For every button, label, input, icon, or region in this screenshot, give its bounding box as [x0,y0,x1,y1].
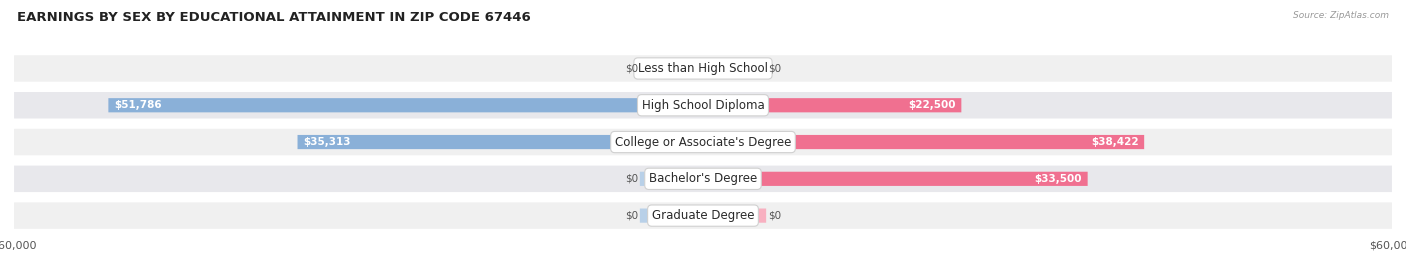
FancyBboxPatch shape [298,135,703,149]
Text: EARNINGS BY SEX BY EDUCATIONAL ATTAINMENT IN ZIP CODE 67446: EARNINGS BY SEX BY EDUCATIONAL ATTAINMEN… [17,11,530,24]
FancyBboxPatch shape [14,55,1392,82]
FancyBboxPatch shape [14,129,1392,155]
FancyBboxPatch shape [640,172,703,186]
FancyBboxPatch shape [14,202,1392,229]
Text: $0: $0 [624,211,638,221]
FancyBboxPatch shape [703,209,766,223]
FancyBboxPatch shape [640,61,703,76]
FancyBboxPatch shape [108,98,703,112]
Text: Less than High School: Less than High School [638,62,768,75]
Text: $0: $0 [768,211,782,221]
Text: $33,500: $33,500 [1035,174,1083,184]
Text: High School Diploma: High School Diploma [641,99,765,112]
Text: $35,313: $35,313 [304,137,350,147]
Text: $0: $0 [624,64,638,73]
FancyBboxPatch shape [14,166,1392,192]
FancyBboxPatch shape [703,98,962,112]
FancyBboxPatch shape [703,135,1144,149]
Text: $0: $0 [624,174,638,184]
Text: Bachelor's Degree: Bachelor's Degree [650,172,756,185]
FancyBboxPatch shape [640,209,703,223]
Text: $0: $0 [768,64,782,73]
FancyBboxPatch shape [14,92,1392,118]
Text: $38,422: $38,422 [1091,137,1139,147]
Text: $22,500: $22,500 [908,100,956,110]
Text: Graduate Degree: Graduate Degree [652,209,754,222]
Text: Source: ZipAtlas.com: Source: ZipAtlas.com [1294,11,1389,20]
Text: College or Associate's Degree: College or Associate's Degree [614,136,792,148]
FancyBboxPatch shape [703,61,766,76]
Text: $51,786: $51,786 [114,100,162,110]
FancyBboxPatch shape [703,172,1088,186]
